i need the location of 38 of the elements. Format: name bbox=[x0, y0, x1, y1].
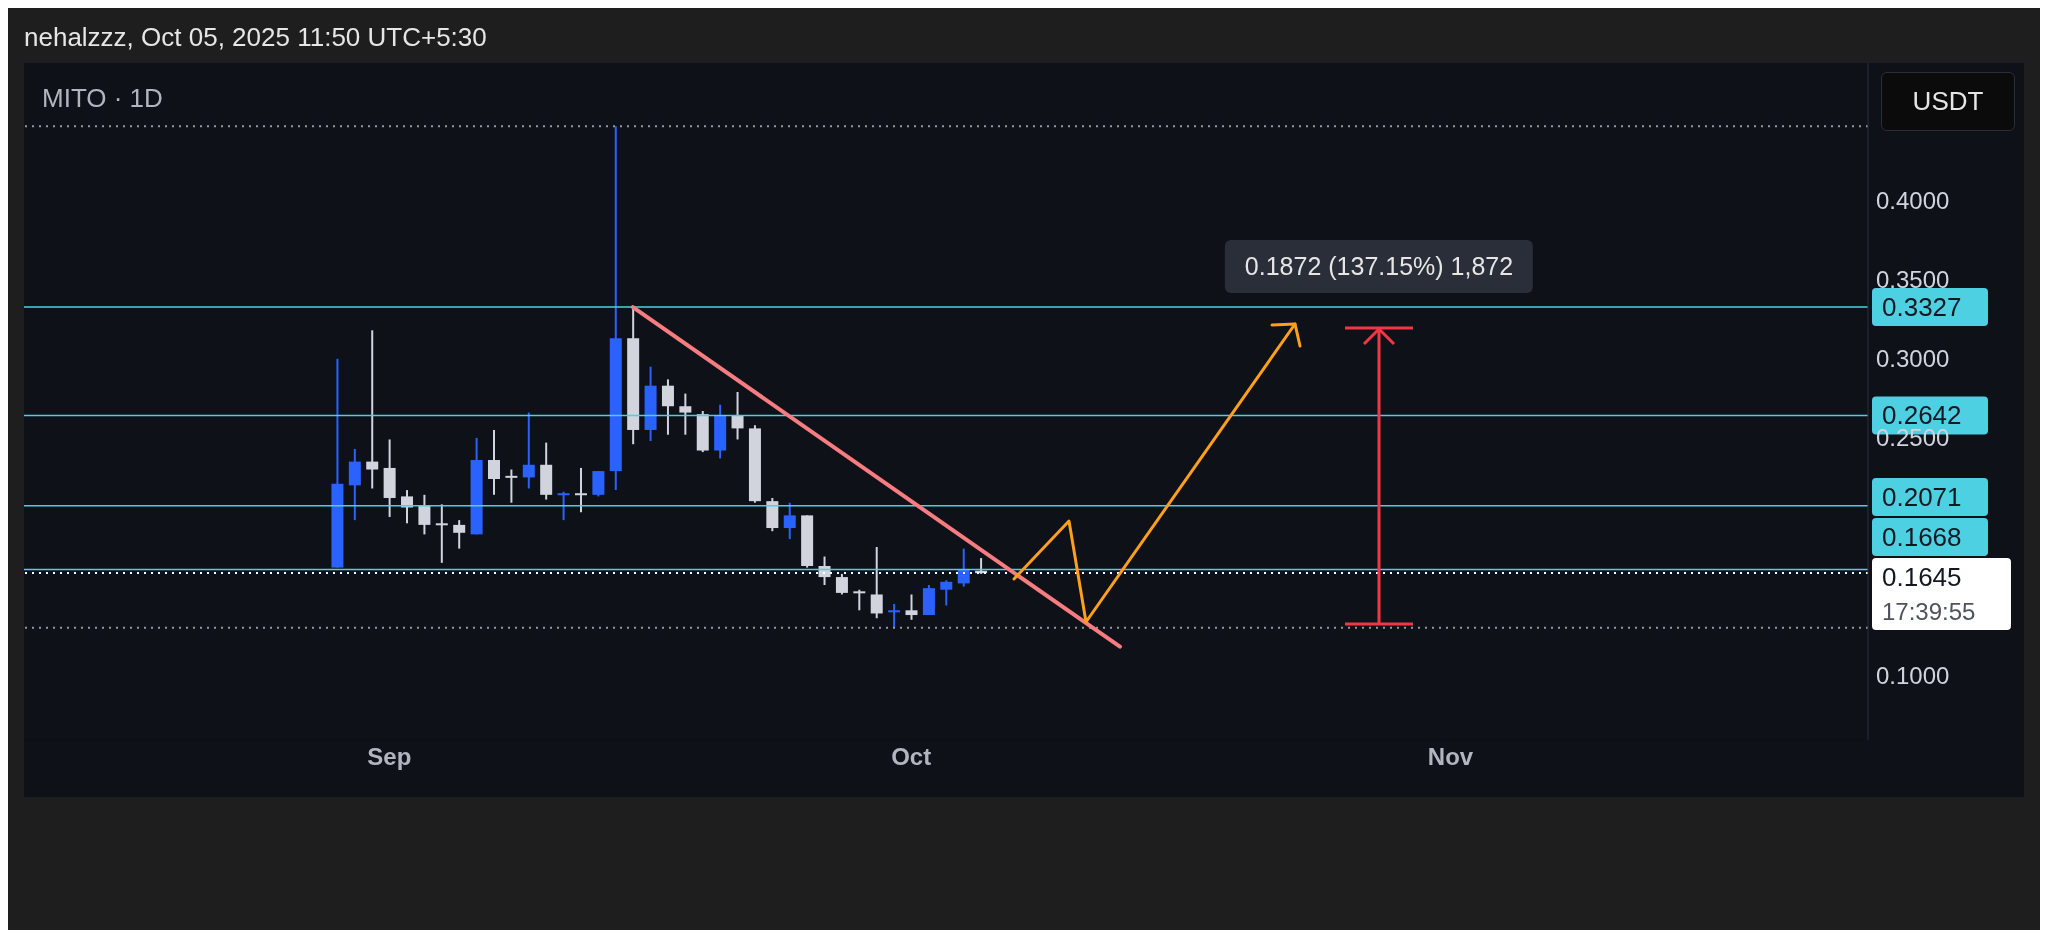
y-tick-label: 0.1000 bbox=[1876, 661, 1950, 689]
candlestick bbox=[366, 329, 379, 490]
candlestick bbox=[505, 468, 518, 504]
ref-line-label: 0.2071 bbox=[1882, 482, 1962, 513]
ref-line-label: 0.3327 bbox=[1882, 292, 1962, 323]
candlestick bbox=[348, 447, 361, 522]
candlestick bbox=[783, 501, 796, 541]
candlestick bbox=[401, 489, 414, 525]
candlestick bbox=[418, 493, 431, 536]
candlestick bbox=[661, 378, 674, 436]
candlestick bbox=[835, 572, 848, 596]
text: 17:39:55 bbox=[1882, 598, 1976, 626]
candlestick bbox=[731, 391, 744, 441]
candlestick bbox=[488, 428, 500, 496]
candlestick bbox=[435, 503, 448, 564]
x-tick-label: Oct bbox=[891, 743, 932, 771]
annotation: 0.1872 (137.15%) 1,872 bbox=[1224, 240, 1534, 293]
candlestick bbox=[940, 579, 953, 607]
ref-line-label: 0.1645 bbox=[1882, 562, 1962, 593]
candlestick bbox=[853, 588, 866, 612]
candlestick bbox=[453, 519, 466, 550]
candlestick bbox=[870, 546, 883, 620]
text: USDT bbox=[1881, 72, 2015, 131]
candlestick bbox=[905, 593, 918, 621]
candlestick bbox=[679, 392, 692, 436]
candlestick bbox=[557, 490, 570, 522]
y-tick-label: 0.3500 bbox=[1876, 266, 1950, 294]
x-tick-label: Nov bbox=[1427, 743, 1474, 771]
candlestick bbox=[592, 470, 605, 498]
candlestick bbox=[522, 411, 535, 490]
candlestick bbox=[888, 602, 901, 629]
y-tick-label: 0.3000 bbox=[1876, 345, 1950, 373]
y-tick-label: 0.4000 bbox=[1876, 187, 1950, 215]
x-tick-label: Sep bbox=[367, 743, 412, 771]
text: nehalzzz, Oct 05, 2025 11:50 UTC+5:30 bbox=[24, 22, 487, 53]
candlestick bbox=[574, 466, 587, 514]
legend-label: 0.1668 bbox=[1882, 522, 1962, 553]
text: MITO · 1D bbox=[42, 83, 163, 114]
